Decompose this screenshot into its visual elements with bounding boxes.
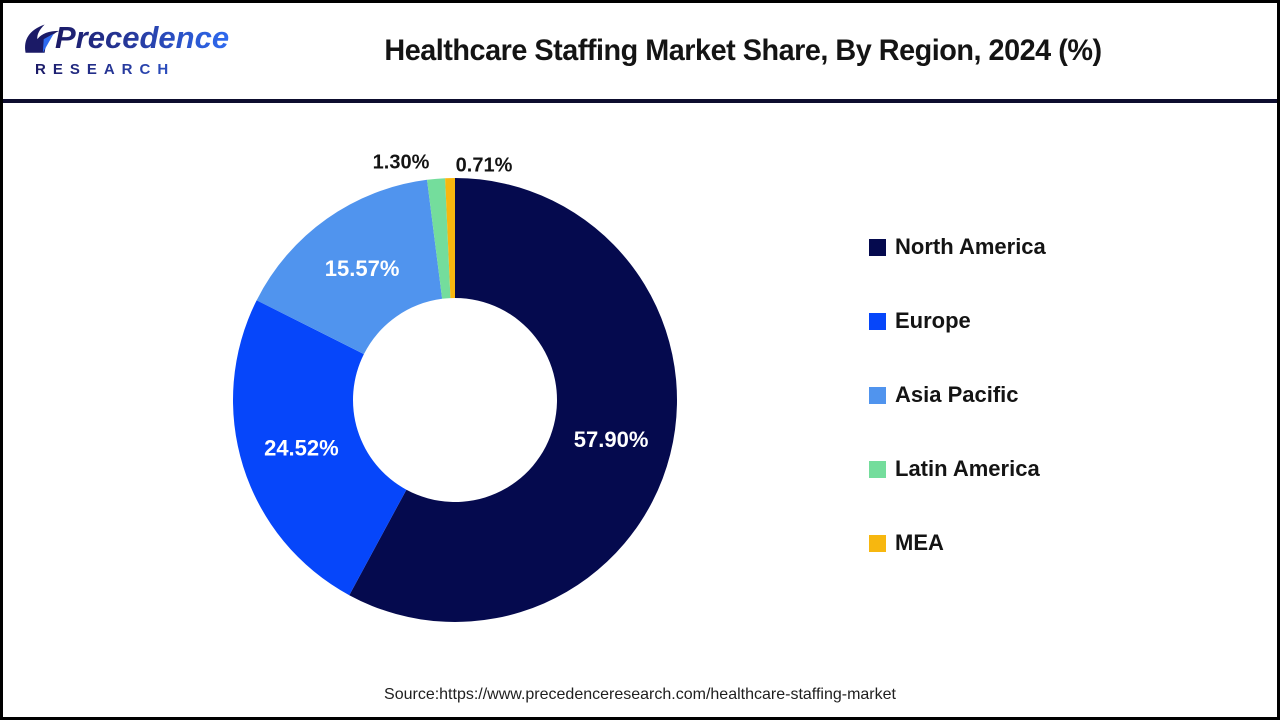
donut-chart: 57.90% 24.52% 15.57%	[232, 178, 678, 622]
logo-leaf-icon	[25, 24, 60, 53]
chart-area: 57.90% 24.52% 15.57% 1.30% 0.71% North Ame…	[3, 103, 1277, 717]
slice-value-label: 24.52%	[264, 436, 339, 461]
logo-sub-text: RESEARCH	[35, 61, 236, 78]
legend: North America Europe Asia Pacific Latin …	[869, 232, 1046, 602]
slice-value-label: 15.57%	[325, 256, 400, 281]
legend-swatch-asia-pacific	[869, 386, 886, 404]
legend-item-latin-america: Latin America	[869, 454, 1046, 484]
slice-latin-america	[427, 178, 451, 299]
slice-mea	[445, 178, 455, 299]
header: Precedence RESEARCH Healthcare Staffing …	[3, 3, 1277, 99]
legend-item-asia-pacific: Asia Pacific	[869, 380, 1046, 410]
header-divider	[3, 99, 1277, 103]
slice-value-label: 57.90%	[574, 427, 649, 452]
precedence-research-logo: Precedence RESEARCH	[21, 21, 236, 78]
legend-label: Asia Pacific	[895, 382, 1019, 407]
legend-item-north-america: North America	[869, 232, 1046, 262]
legend-label: Latin America	[895, 456, 1040, 481]
legend-item-europe: Europe	[869, 306, 1046, 336]
slice-asia-pacific	[256, 179, 443, 355]
legend-swatch-mea	[869, 534, 886, 552]
slice-north-america	[349, 178, 678, 622]
slice-europe	[232, 300, 407, 596]
legend-swatch-europe	[869, 312, 886, 330]
logo-brand-text: Precedence	[55, 20, 230, 55]
slice-label-mea: 0.71%	[455, 154, 513, 177]
legend-item-mea: MEA	[869, 528, 1046, 558]
chart-title: Healthcare Staffing Market Share, By Reg…	[384, 34, 1102, 67]
legend-label: North America	[895, 234, 1046, 259]
legend-swatch-latin-america	[869, 460, 886, 478]
legend-label: MEA	[895, 530, 944, 555]
legend-label: Europe	[895, 308, 971, 333]
slice-label-latin-america: 1.30%	[372, 151, 430, 174]
source-text: Source:https://www.precedenceresearch.co…	[384, 686, 896, 703]
legend-swatch-north-america	[869, 238, 886, 256]
